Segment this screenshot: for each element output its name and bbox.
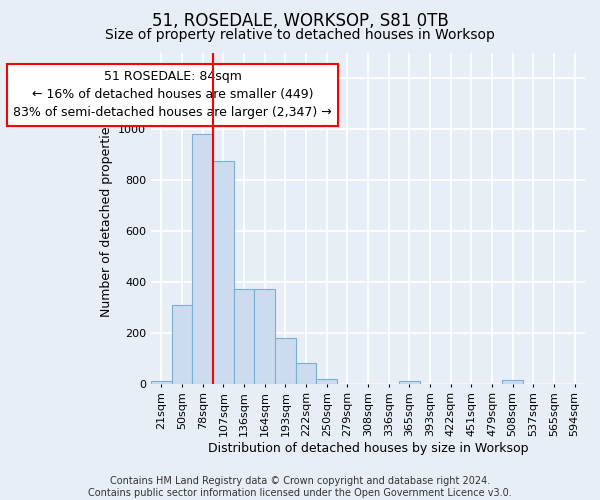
Bar bbox=[193, 134, 213, 384]
Text: Size of property relative to detached houses in Worksop: Size of property relative to detached ho… bbox=[105, 28, 495, 42]
Text: 51, ROSEDALE, WORKSOP, S81 0TB: 51, ROSEDALE, WORKSOP, S81 0TB bbox=[152, 12, 448, 30]
Bar bbox=[399, 381, 420, 384]
Y-axis label: Number of detached properties: Number of detached properties bbox=[100, 120, 113, 316]
Text: 51 ROSEDALE: 84sqm
← 16% of detached houses are smaller (449)
83% of semi-detach: 51 ROSEDALE: 84sqm ← 16% of detached hou… bbox=[13, 70, 332, 120]
Bar bbox=[234, 290, 254, 384]
Text: Contains HM Land Registry data © Crown copyright and database right 2024.
Contai: Contains HM Land Registry data © Crown c… bbox=[88, 476, 512, 498]
Bar bbox=[172, 304, 193, 384]
Bar bbox=[151, 381, 172, 384]
Bar bbox=[296, 364, 316, 384]
Bar bbox=[502, 380, 523, 384]
Bar bbox=[254, 290, 275, 384]
X-axis label: Distribution of detached houses by size in Worksop: Distribution of detached houses by size … bbox=[208, 442, 529, 455]
Bar bbox=[213, 161, 234, 384]
Bar bbox=[275, 338, 296, 384]
Bar bbox=[316, 378, 337, 384]
